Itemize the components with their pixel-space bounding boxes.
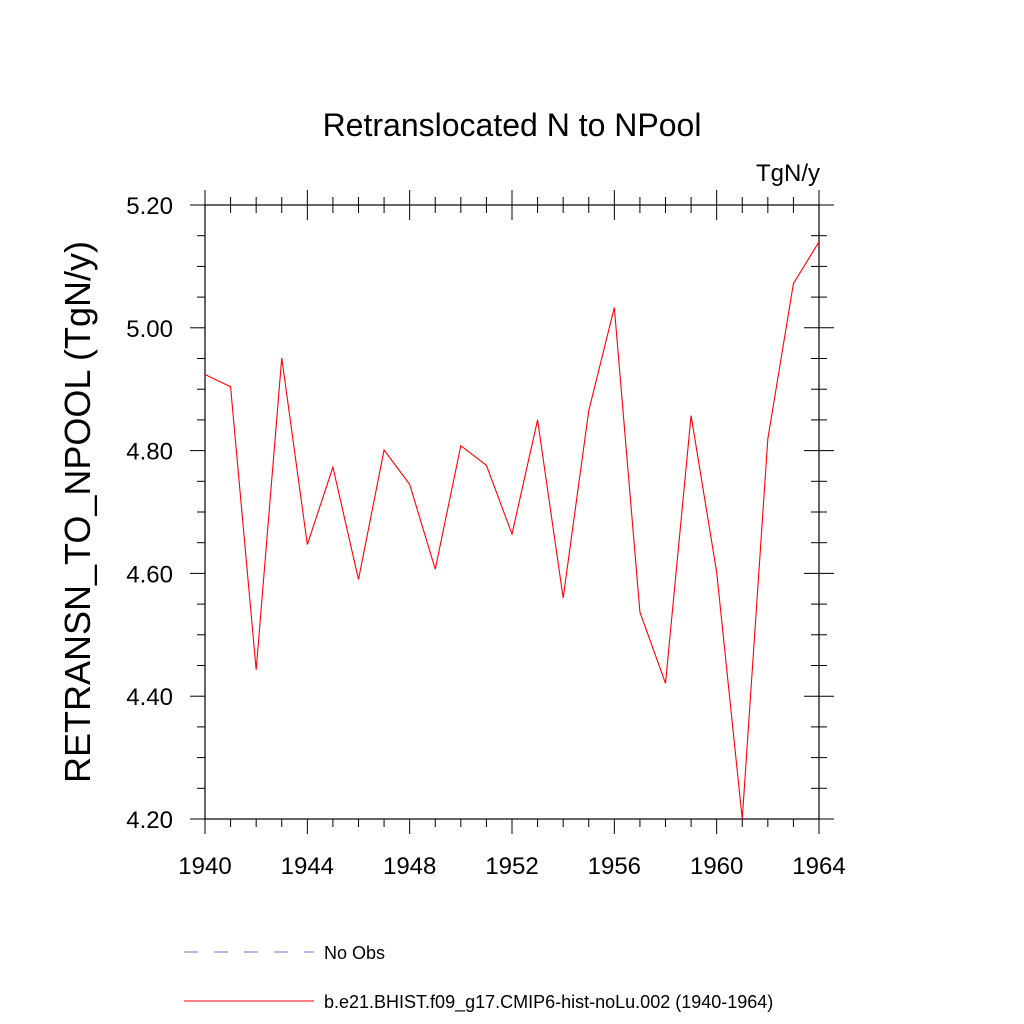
x-tick-label: 1948 [383, 853, 436, 880]
y-tick-label: 4.80 [126, 439, 173, 466]
plot-frame [204, 204, 820, 820]
x-tick-label: 1956 [588, 853, 641, 880]
y-tick-label: 5.20 [126, 193, 173, 220]
y-tick-label: 4.60 [126, 561, 173, 588]
series-line [204, 241, 820, 820]
y-tick-label: 4.20 [126, 807, 173, 834]
y-axis-title: RETRANSN_TO_NPOOL (TgN/y) [57, 241, 98, 783]
legend-label: b.e21.BHIST.f09_g17.CMIP6-hist-noLu.002 … [324, 992, 773, 1013]
units-label: TgN/y [756, 160, 820, 187]
x-tick-label: 1940 [178, 853, 231, 880]
x-tick-label: 1944 [281, 853, 334, 880]
x-tick-label: 1964 [792, 853, 845, 880]
legend-label: No Obs [324, 943, 385, 963]
x-tick-label: 1960 [690, 853, 743, 880]
chart-title: Retranslocated N to NPool [323, 107, 702, 143]
y-tick-label: 5.00 [126, 316, 173, 343]
x-tick-label: 1952 [485, 853, 538, 880]
y-tick-label: 4.40 [126, 684, 173, 711]
